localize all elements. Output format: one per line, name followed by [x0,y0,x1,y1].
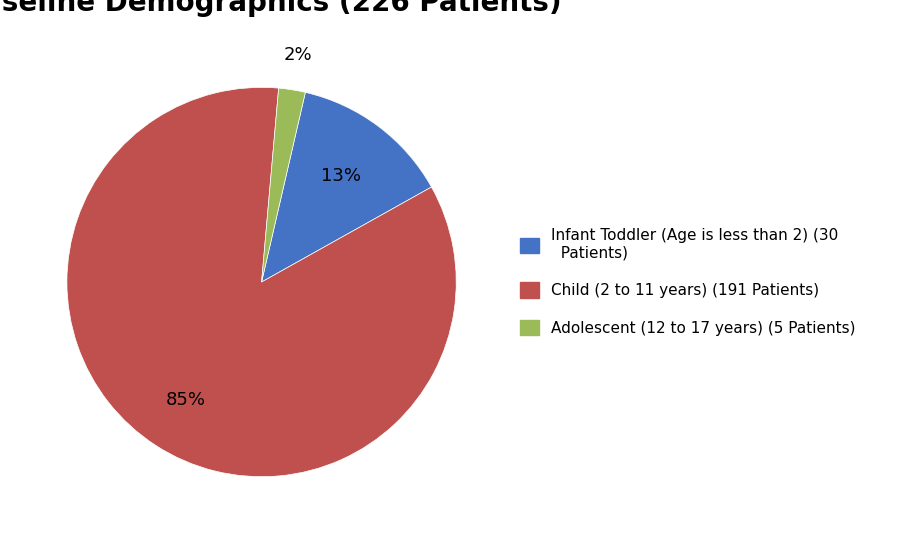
Wedge shape [262,92,431,282]
Legend: Infant Toddler (Age is less than 2) (30
  Patients), Child (2 to 11 years) (191 : Infant Toddler (Age is less than 2) (30 … [512,221,863,343]
Wedge shape [67,87,456,477]
Text: 85%: 85% [165,390,206,409]
Title: Baseline Demographics (226 Patients): Baseline Demographics (226 Patients) [0,0,561,17]
Text: 2%: 2% [283,46,312,64]
Wedge shape [262,88,306,282]
Text: 13%: 13% [321,167,361,185]
